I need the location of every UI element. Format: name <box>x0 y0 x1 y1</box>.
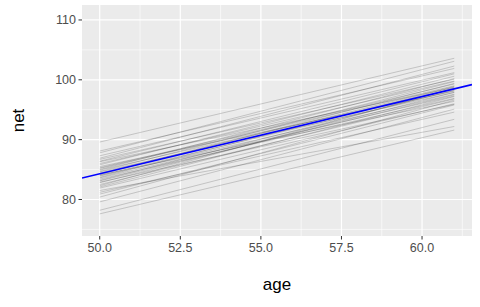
grid-x <box>99 5 100 236</box>
x-tick-label: 50.0 <box>88 241 112 255</box>
draw-line <box>100 95 455 181</box>
x-tick-label: 57.5 <box>329 241 353 255</box>
draw-line <box>100 119 455 210</box>
x-tick <box>99 236 100 240</box>
minor-grid-y <box>82 49 472 50</box>
y-tick <box>79 79 83 80</box>
grid-y <box>82 19 472 20</box>
y-tick <box>79 199 83 200</box>
y-tick-label: 90 <box>62 133 76 147</box>
y-tick-label: 110 <box>56 13 76 27</box>
minor-grid-x <box>220 5 221 236</box>
draw-line <box>100 76 455 165</box>
x-axis-title: age <box>263 275 291 294</box>
grid-x <box>180 5 181 236</box>
axes: 50.0 52.5 55.0 57.5 60.0 80 90 100 110 <box>55 13 434 255</box>
fit-line <box>82 85 472 178</box>
grid-y <box>82 79 472 80</box>
x-tick-label: 60.0 <box>410 241 434 255</box>
draw-line <box>100 84 455 168</box>
draw-line <box>100 61 455 153</box>
y-tick-label: 100 <box>55 73 76 87</box>
draw-line <box>100 82 455 172</box>
draw-line <box>100 88 455 162</box>
y-tick-label: 80 <box>62 193 76 207</box>
draw-line <box>100 90 455 180</box>
x-tick-label: 55.0 <box>249 241 273 255</box>
chart: 50.0 52.5 55.0 57.5 60.0 80 90 100 110 age net <box>0 0 480 307</box>
x-tick <box>180 236 181 240</box>
draw-line <box>100 101 455 175</box>
draw-line <box>100 105 455 194</box>
minor-grid-x <box>140 5 141 236</box>
draw-line <box>100 130 455 214</box>
x-tick <box>341 236 342 240</box>
x-tick <box>422 236 423 240</box>
plot-area <box>82 58 472 214</box>
y-axis-title: net <box>9 108 28 132</box>
draw-line <box>100 79 455 159</box>
draw-line <box>100 126 455 190</box>
y-tick <box>79 139 83 140</box>
draw-line <box>100 79 455 170</box>
panel <box>82 5 472 236</box>
x-tick <box>260 236 261 240</box>
draw-line <box>100 92 455 182</box>
draw-line <box>100 58 455 142</box>
background <box>0 0 480 307</box>
y-tick <box>79 19 83 20</box>
draw-line <box>100 88 455 186</box>
grid-x <box>260 5 261 236</box>
draw-line <box>100 100 455 197</box>
minor-grid-x <box>462 5 463 236</box>
draw-line <box>100 104 455 182</box>
draw-line <box>100 68 455 151</box>
grid <box>82 5 472 236</box>
grid-x <box>421 5 422 236</box>
draw-line <box>100 74 455 161</box>
x-tick-label: 52.5 <box>168 241 192 255</box>
minor-grid-y <box>82 229 472 230</box>
draw-line <box>100 104 455 188</box>
